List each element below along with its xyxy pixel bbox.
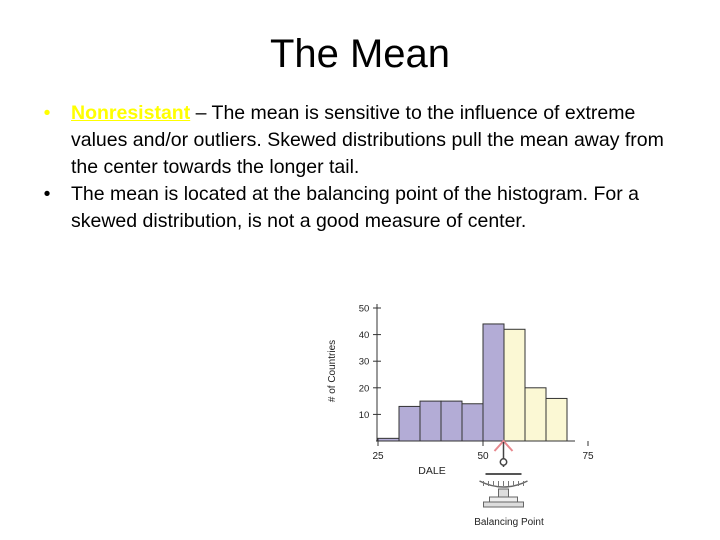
- histogram-bar: [398, 405, 421, 442]
- y-tick-label: 10: [359, 410, 370, 421]
- x-axis: 25 50 75: [372, 440, 594, 462]
- x-tick-label: 50: [477, 451, 489, 462]
- histogram-bar: [545, 397, 568, 442]
- y-axis-label: # of Countries: [327, 340, 338, 402]
- bars: [377, 323, 568, 442]
- y-axis: 10 20 30 40 50: [359, 304, 381, 441]
- scale-knob: [499, 458, 508, 466]
- y-tick-label: 50: [359, 304, 370, 315]
- y-tick-label: 30: [359, 357, 370, 368]
- balancing-point-label: Balancing Point: [474, 517, 544, 528]
- x-tick-label: 75: [582, 451, 594, 462]
- bullet-icon: •: [43, 102, 51, 124]
- scale-base: [489, 496, 518, 503]
- bullet-text-nonresistant: – The mean is sensitive to the influence…: [71, 102, 664, 178]
- arrow-head: [493, 439, 514, 452]
- histogram-bar: [419, 400, 442, 442]
- histogram-bar: [461, 403, 484, 442]
- bullet-item-nonresistant: • Nonresistant – The mean is sensitive to…: [30, 100, 690, 181]
- bullet-item-balancing: • The mean is located at the balancing po…: [30, 181, 690, 235]
- bullet-icon: •: [43, 183, 51, 205]
- histogram-bar: [524, 387, 547, 442]
- scale-foot: [483, 501, 524, 508]
- histogram-figure: 10 20 30 40 50 # of Countries 25 50 75 DALE Ba…: [327, 304, 594, 529]
- balance-scale-icon: [479, 439, 528, 508]
- slide-title: The Mean: [269, 32, 451, 76]
- x-tick-label: 25: [372, 451, 384, 462]
- bullet-text-balancing: The mean is located at the balancing poi…: [71, 183, 639, 232]
- histogram-bar: [482, 323, 505, 442]
- bullet-list: • Nonresistant – The mean is sensitive to…: [30, 100, 690, 235]
- scale-body: [498, 488, 509, 498]
- histogram-bar: [503, 328, 526, 442]
- y-tick-label: 40: [359, 330, 370, 341]
- x-axis-label: DALE: [418, 465, 445, 477]
- y-tick-label: 20: [359, 383, 370, 394]
- term-nonresistant: Nonresistant: [71, 102, 191, 124]
- histogram-bar: [440, 400, 463, 442]
